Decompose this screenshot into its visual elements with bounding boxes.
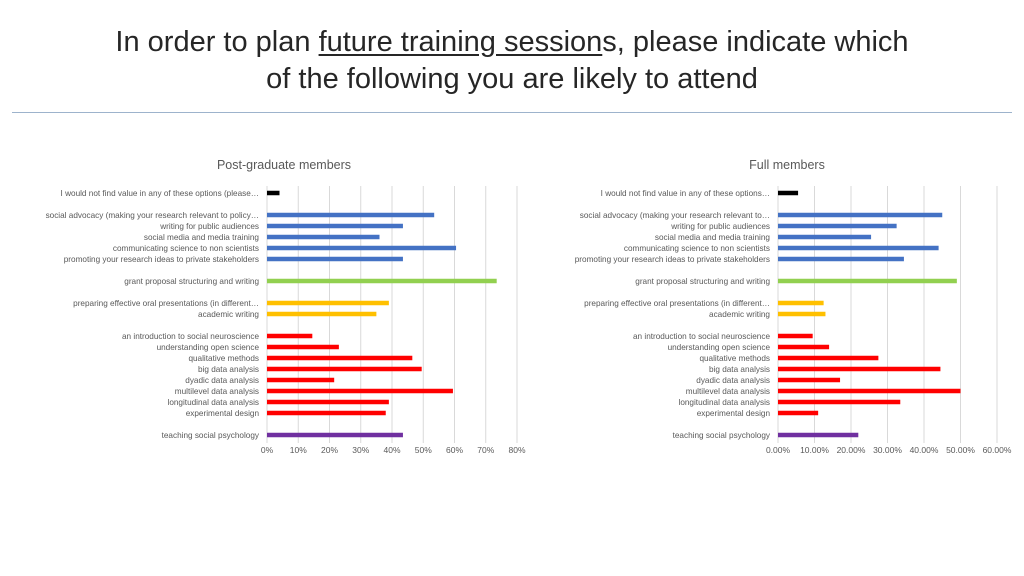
bar — [267, 410, 386, 416]
bar — [267, 234, 380, 240]
chart-title: Full members — [749, 158, 825, 172]
bar — [778, 278, 957, 284]
x-tick-label: 10.00% — [800, 445, 829, 455]
bar — [778, 410, 819, 416]
category-label: teaching social psychology — [673, 431, 771, 440]
category-label: I would not find value in any of these o… — [601, 189, 770, 198]
bar — [267, 366, 422, 372]
category-label: I would not find value in any of these o… — [61, 189, 259, 198]
bar — [267, 311, 377, 317]
bar — [267, 355, 413, 361]
slide-title: In order to plan future training session… — [0, 24, 1024, 98]
bar — [778, 366, 941, 372]
x-tick-label: 50% — [415, 445, 432, 455]
x-tick-label: 40% — [383, 445, 400, 455]
category-label: understanding open science — [157, 343, 260, 352]
title-divider — [12, 112, 1012, 113]
category-label: communicating science to non scientists — [624, 244, 770, 253]
chart-full-members: Full members 0.00% 10.00% 20.00% 30.00% 40.00… — [575, 158, 1012, 455]
category-label: qualitative methods — [699, 354, 770, 363]
category-label: social media and media training — [144, 233, 260, 242]
category-label: longitudinal data analysis — [679, 398, 771, 407]
chart-title: Post-graduate members — [217, 158, 351, 172]
category-label: qualitative methods — [188, 354, 259, 363]
category-label: social media and media training — [655, 233, 771, 242]
x-tick-label: 50.00% — [946, 445, 975, 455]
bar — [267, 190, 280, 196]
slide-title-line1: In order to plan future training session… — [0, 24, 1024, 61]
category-label: preparing effective oral presentations (… — [584, 299, 770, 308]
bar — [267, 344, 339, 350]
category-label: academic writing — [709, 310, 770, 319]
slide-title-emphasis: future training session — [318, 26, 603, 58]
x-tick-label: 20% — [321, 445, 338, 455]
slide-title-line1-start: In order to plan — [115, 26, 319, 58]
category-label: social advocacy (making your research re… — [46, 211, 259, 220]
category-label: understanding open science — [668, 343, 771, 352]
bar — [778, 190, 799, 196]
x-tick-label: 30% — [352, 445, 369, 455]
bar — [778, 344, 830, 350]
category-label: an introduction to social neuroscience — [122, 332, 259, 341]
bar — [267, 223, 403, 229]
x-tick-label: 60.00% — [983, 445, 1012, 455]
bar — [267, 245, 457, 251]
bar — [267, 278, 497, 284]
bar — [778, 333, 813, 339]
slide-title-line1-end: s, please indicate which — [602, 26, 909, 58]
bar — [778, 432, 859, 438]
bar — [778, 300, 824, 306]
chart-post-graduate: Post-graduate members 0% 10% 20% 30% 40% 50% 60… — [46, 158, 526, 455]
slide-title-line2: of the following you are likely to atten… — [266, 63, 758, 95]
bar — [778, 245, 939, 251]
x-tick-label: 0.00% — [766, 445, 791, 455]
bar — [267, 333, 313, 339]
bar — [778, 355, 879, 361]
x-tick-label: 80% — [508, 445, 525, 455]
category-label: social advocacy (making your research re… — [580, 211, 770, 220]
category-label: grant proposal structuring and writing — [635, 277, 770, 286]
category-label: promoting your research ideas to private… — [64, 255, 259, 264]
x-tick-label: 70% — [477, 445, 494, 455]
bar — [778, 311, 826, 317]
category-label: writing for public audiences — [670, 222, 770, 231]
category-label: teaching social psychology — [162, 431, 260, 440]
x-tick-label: 60% — [446, 445, 463, 455]
bar — [267, 300, 389, 306]
bar — [267, 432, 403, 438]
category-label: dyadic data analysis — [696, 376, 770, 385]
category-label: grant proposal structuring and writing — [124, 277, 259, 286]
category-label: experimental design — [186, 409, 260, 418]
category-label: multilevel data analysis — [175, 387, 259, 396]
bar — [778, 256, 904, 262]
bar — [267, 399, 389, 405]
category-label: promoting your research ideas to private… — [575, 255, 770, 264]
bar — [778, 399, 901, 405]
x-tick-label: 10% — [290, 445, 307, 455]
category-label: dyadic data analysis — [185, 376, 259, 385]
x-tick-label: 20.00% — [837, 445, 866, 455]
category-label: communicating science to non scientists — [113, 244, 259, 253]
bar — [778, 234, 872, 240]
bar — [778, 388, 961, 394]
category-label: experimental design — [697, 409, 771, 418]
category-label: writing for public audiences — [159, 222, 259, 231]
bar — [778, 377, 841, 383]
x-tick-label: 0% — [261, 445, 274, 455]
bar — [778, 223, 897, 229]
bar — [267, 212, 435, 218]
x-tick-label: 40.00% — [910, 445, 939, 455]
category-label: multilevel data analysis — [686, 387, 770, 396]
category-label: longitudinal data analysis — [168, 398, 260, 407]
bar — [267, 388, 453, 394]
category-label: big data analysis — [198, 365, 259, 374]
bar — [267, 377, 335, 383]
category-label: big data analysis — [709, 365, 770, 374]
category-label: academic writing — [198, 310, 259, 319]
category-label: preparing effective oral presentations (… — [73, 299, 259, 308]
category-label: an introduction to social neuroscience — [633, 332, 770, 341]
bar — [267, 256, 403, 262]
bar — [778, 212, 943, 218]
x-tick-label: 30.00% — [873, 445, 902, 455]
